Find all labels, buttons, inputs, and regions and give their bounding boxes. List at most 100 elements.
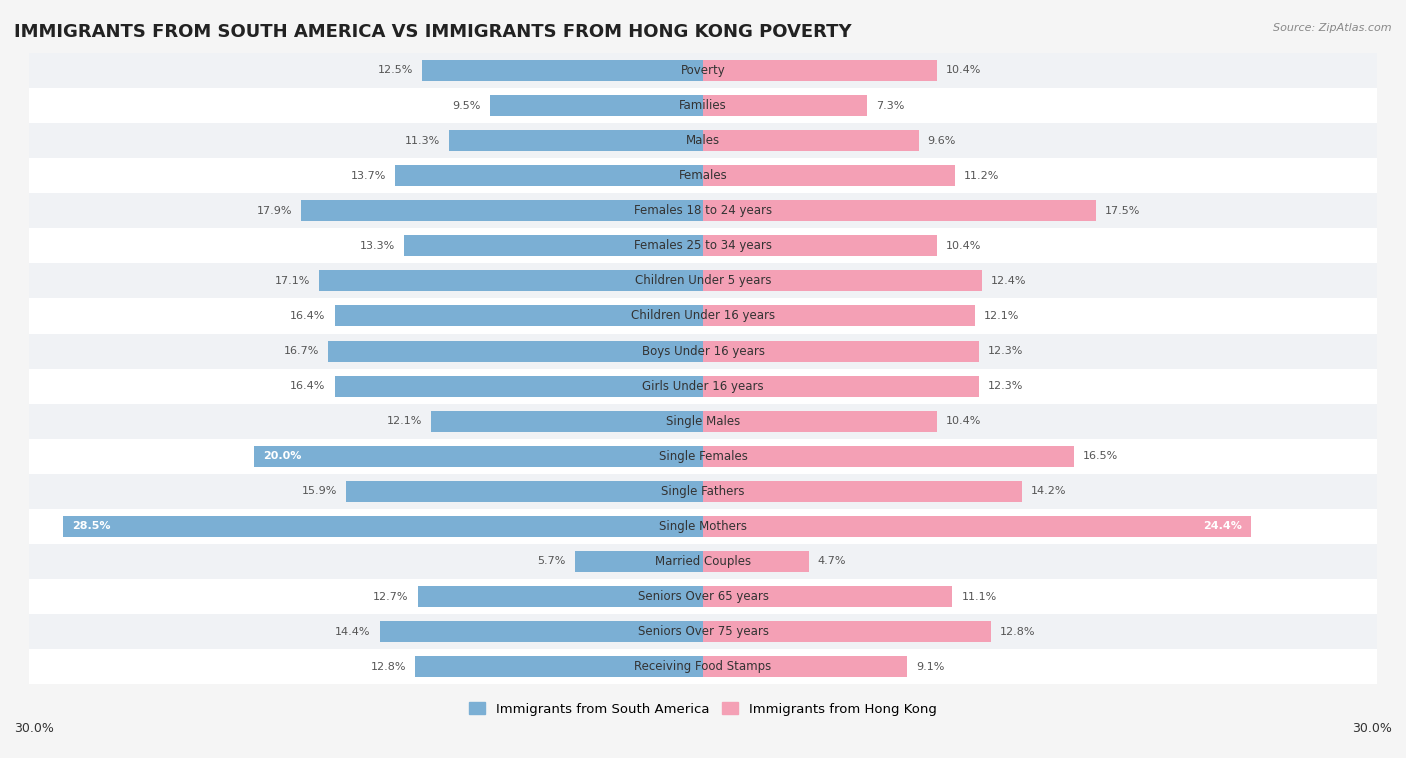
- Bar: [703, 656, 907, 677]
- Bar: [489, 95, 703, 116]
- Text: Single Fathers: Single Fathers: [661, 485, 745, 498]
- Text: 5.7%: 5.7%: [537, 556, 567, 566]
- Text: Married Couples: Married Couples: [655, 555, 751, 568]
- Text: Single Mothers: Single Mothers: [659, 520, 747, 533]
- Text: 12.3%: 12.3%: [988, 346, 1024, 356]
- Bar: [449, 130, 703, 151]
- Text: Single Males: Single Males: [666, 415, 740, 428]
- Bar: [703, 235, 936, 256]
- Text: Females 25 to 34 years: Females 25 to 34 years: [634, 240, 772, 252]
- Text: Males: Males: [686, 134, 720, 147]
- Bar: [703, 621, 991, 642]
- Bar: [30, 299, 1376, 334]
- Text: 30.0%: 30.0%: [1353, 722, 1392, 735]
- Text: 16.4%: 16.4%: [290, 311, 326, 321]
- Bar: [703, 376, 980, 396]
- Bar: [404, 235, 703, 256]
- Text: 17.9%: 17.9%: [256, 205, 292, 216]
- Bar: [30, 123, 1376, 158]
- Text: 7.3%: 7.3%: [876, 101, 904, 111]
- Bar: [703, 271, 981, 291]
- Bar: [703, 305, 974, 327]
- Bar: [30, 368, 1376, 404]
- Text: 4.7%: 4.7%: [817, 556, 846, 566]
- Text: 12.7%: 12.7%: [373, 591, 409, 602]
- Legend: Immigrants from South America, Immigrants from Hong Kong: Immigrants from South America, Immigrant…: [470, 702, 936, 716]
- Bar: [30, 228, 1376, 263]
- Text: 10.4%: 10.4%: [946, 65, 981, 76]
- Bar: [703, 165, 955, 186]
- Bar: [328, 340, 703, 362]
- Text: Children Under 16 years: Children Under 16 years: [631, 309, 775, 322]
- Bar: [703, 411, 936, 432]
- Bar: [335, 305, 703, 327]
- Text: 24.4%: 24.4%: [1204, 522, 1241, 531]
- Text: Single Females: Single Females: [658, 449, 748, 463]
- Bar: [301, 200, 703, 221]
- Text: 10.4%: 10.4%: [946, 416, 981, 426]
- Text: Poverty: Poverty: [681, 64, 725, 77]
- Bar: [30, 158, 1376, 193]
- Text: 12.1%: 12.1%: [984, 311, 1019, 321]
- Bar: [703, 516, 1251, 537]
- Bar: [30, 544, 1376, 579]
- Text: 12.4%: 12.4%: [991, 276, 1026, 286]
- Bar: [30, 193, 1376, 228]
- Text: 11.2%: 11.2%: [963, 171, 1000, 180]
- Bar: [63, 516, 703, 537]
- Text: 14.4%: 14.4%: [335, 627, 371, 637]
- Text: 14.2%: 14.2%: [1031, 487, 1067, 496]
- Bar: [703, 340, 980, 362]
- Bar: [703, 130, 918, 151]
- Bar: [30, 88, 1376, 123]
- Text: Children Under 5 years: Children Under 5 years: [634, 274, 772, 287]
- Text: 13.7%: 13.7%: [352, 171, 387, 180]
- Text: 9.5%: 9.5%: [453, 101, 481, 111]
- Text: Source: ZipAtlas.com: Source: ZipAtlas.com: [1274, 23, 1392, 33]
- Bar: [703, 551, 808, 572]
- Bar: [703, 200, 1097, 221]
- Text: 12.8%: 12.8%: [1000, 627, 1035, 637]
- Bar: [30, 579, 1376, 614]
- Text: 15.9%: 15.9%: [301, 487, 337, 496]
- Bar: [380, 621, 703, 642]
- Text: 12.3%: 12.3%: [988, 381, 1024, 391]
- Bar: [30, 509, 1376, 544]
- Text: 12.5%: 12.5%: [378, 65, 413, 76]
- Bar: [30, 334, 1376, 368]
- Bar: [30, 53, 1376, 88]
- Text: 13.3%: 13.3%: [360, 241, 395, 251]
- Bar: [30, 649, 1376, 684]
- Text: Receiving Food Stamps: Receiving Food Stamps: [634, 660, 772, 673]
- Text: 16.4%: 16.4%: [290, 381, 326, 391]
- Text: Females: Females: [679, 169, 727, 182]
- Text: 28.5%: 28.5%: [72, 522, 110, 531]
- Bar: [395, 165, 703, 186]
- Bar: [30, 404, 1376, 439]
- Text: 11.3%: 11.3%: [405, 136, 440, 146]
- Text: Boys Under 16 years: Boys Under 16 years: [641, 345, 765, 358]
- Bar: [30, 263, 1376, 299]
- Text: Girls Under 16 years: Girls Under 16 years: [643, 380, 763, 393]
- Text: 9.1%: 9.1%: [917, 662, 945, 672]
- Text: 10.4%: 10.4%: [946, 241, 981, 251]
- Text: Seniors Over 65 years: Seniors Over 65 years: [637, 590, 769, 603]
- Text: 17.5%: 17.5%: [1105, 205, 1140, 216]
- Bar: [703, 481, 1022, 502]
- Bar: [319, 271, 703, 291]
- Text: Seniors Over 75 years: Seniors Over 75 years: [637, 625, 769, 638]
- Text: 12.8%: 12.8%: [371, 662, 406, 672]
- Text: 16.7%: 16.7%: [284, 346, 319, 356]
- Text: 17.1%: 17.1%: [274, 276, 309, 286]
- Text: 30.0%: 30.0%: [14, 722, 53, 735]
- Bar: [30, 474, 1376, 509]
- Bar: [703, 95, 868, 116]
- Bar: [703, 586, 952, 607]
- Bar: [30, 614, 1376, 649]
- Bar: [335, 376, 703, 396]
- Text: 20.0%: 20.0%: [263, 451, 301, 462]
- Bar: [703, 446, 1074, 467]
- Bar: [703, 60, 936, 81]
- Text: Families: Families: [679, 99, 727, 112]
- Bar: [30, 439, 1376, 474]
